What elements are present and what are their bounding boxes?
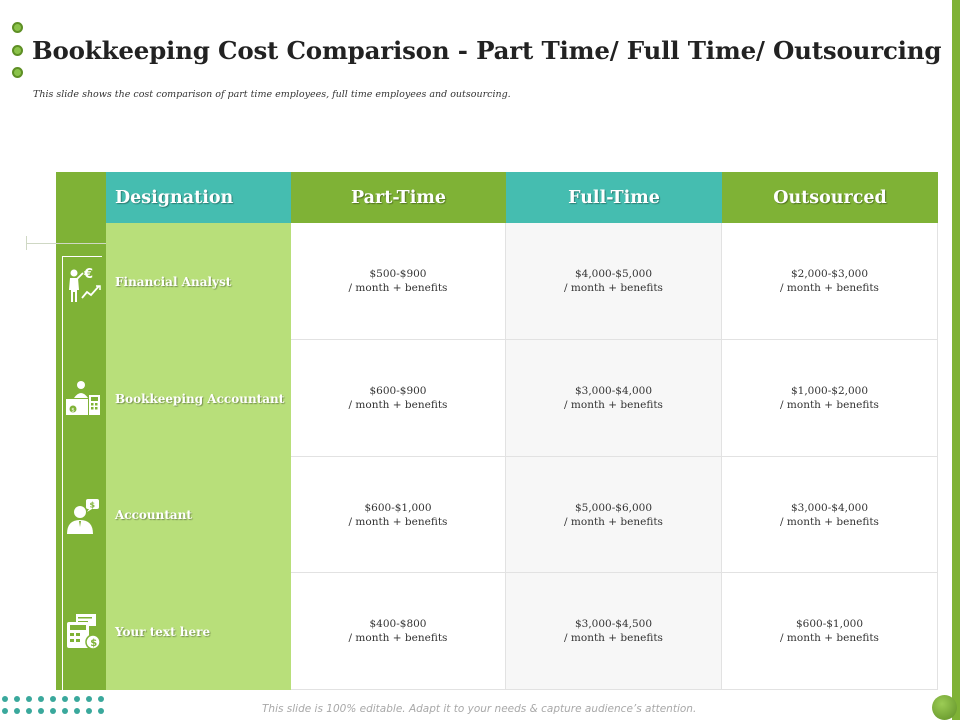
- cost-range: $3,000-$4,500: [574, 618, 653, 630]
- header-designation: Designation: [106, 172, 291, 223]
- grid-dot: [26, 696, 32, 702]
- part-time-cell: $500-$900 / month + benefits: [291, 223, 506, 340]
- grid-dot: [38, 696, 44, 702]
- cost-range: $600-$1,000: [364, 501, 432, 514]
- slide-subtitle: This slide shows the cost comparison of …: [33, 89, 511, 100]
- cost-note: / month + benefits: [564, 632, 663, 644]
- cost-range: $600-$900: [369, 385, 427, 397]
- cost-range: $5,000-$6,000: [574, 501, 653, 514]
- grid-dot: [86, 708, 92, 714]
- icon-column: [56, 172, 106, 690]
- cost-note: / month + benefits: [564, 399, 663, 411]
- outsourced-cell: $3,000-$4,000 / month + benefits: [722, 457, 938, 573]
- decorative-dot: [12, 22, 23, 33]
- part-time-cell: $600-$900 / month + benefits: [291, 340, 506, 457]
- grid-dot: [14, 696, 20, 702]
- grid-dot: [62, 696, 68, 702]
- grid-dot: [62, 708, 68, 714]
- header-outsourced: Outsourced: [722, 172, 938, 223]
- icon-column-frame: [62, 256, 102, 690]
- header-part-time: Part-Time: [291, 172, 506, 223]
- grid-dot: [74, 708, 80, 714]
- full-time-cell: $3,000-$4,500 / month + benefits: [506, 573, 722, 690]
- svg-text:$: $: [71, 408, 75, 414]
- cost-note: / month + benefits: [348, 632, 448, 644]
- outsourced-cell: $600-$1,000 / month + benefits: [722, 573, 938, 690]
- designation-cell: Your text here: [106, 573, 291, 690]
- cost-note: / month + benefits: [780, 632, 879, 644]
- full-time-cell: $5,000-$6,000 / month + benefits: [506, 457, 722, 573]
- grid-dot: [2, 696, 8, 702]
- svg-text:€: €: [83, 267, 93, 282]
- grid-dot: [38, 708, 44, 714]
- cost-note: / month + benefits: [780, 282, 879, 294]
- cost-note: / month + benefits: [348, 282, 448, 294]
- financial-analyst-icon: €: [64, 264, 102, 304]
- grid-dot: [86, 696, 92, 702]
- decorative-dot-grid: [2, 696, 112, 720]
- grid-dot: [2, 708, 8, 714]
- corner-decoration: [932, 695, 957, 720]
- right-accent-bar: [952, 0, 960, 720]
- cost-range: $2,000-$3,000: [790, 268, 869, 280]
- grid-dot: [98, 696, 104, 702]
- grid-dot: [74, 696, 80, 702]
- svg-text:$: $: [90, 501, 96, 510]
- full-time-cell: $4,000-$5,000 / month + benefits: [506, 223, 722, 340]
- footer-note: This slide is 100% editable. Adapt it to…: [262, 703, 697, 715]
- cost-note: / month + benefits: [780, 399, 879, 411]
- header-full-time: Full-Time: [506, 172, 722, 223]
- grid-dot: [26, 708, 32, 714]
- part-time-cell: $400-$800 / month + benefits: [291, 573, 506, 690]
- cost-note: / month + benefits: [348, 399, 448, 411]
- decorative-dot: [12, 67, 23, 78]
- cost-range: $3,000-$4,000: [790, 501, 869, 514]
- cost-note: / month + benefits: [348, 515, 448, 528]
- outsourced-cell: $2,000-$3,000 / month + benefits: [722, 223, 938, 340]
- grid-dot: [98, 708, 104, 714]
- calculator-invoice-icon: $: [64, 612, 102, 652]
- cost-range: $600-$1,000: [795, 618, 863, 630]
- bookkeeper-desk-icon: $: [64, 378, 102, 418]
- cost-range: $4,000-$5,000: [574, 268, 653, 280]
- designation-cell: Financial Analyst: [106, 223, 291, 340]
- grid-dot: [14, 708, 20, 714]
- cost-range: $500-$900: [369, 268, 427, 280]
- cost-note: / month + benefits: [564, 282, 663, 294]
- table-border: [937, 223, 938, 690]
- cost-range: $400-$800: [369, 618, 427, 630]
- outsourced-cell: $1,000-$2,000 / month + benefits: [722, 340, 938, 457]
- grid-dot: [50, 696, 56, 702]
- cost-range: $3,000-$4,000: [574, 385, 653, 397]
- cost-note: / month + benefits: [780, 515, 879, 528]
- accountant-person-dollar-icon: $: [64, 496, 102, 536]
- cost-note: / month + benefits: [564, 515, 663, 528]
- designation-cell: Accountant: [106, 457, 291, 573]
- designation-cell: Bookkeeping Accountant: [106, 340, 291, 457]
- grid-dot: [50, 708, 56, 714]
- cost-range: $1,000-$2,000: [790, 385, 869, 397]
- decorative-dot: [12, 45, 23, 56]
- full-time-cell: $3,000-$4,000 / month + benefits: [506, 340, 722, 457]
- slide-title: Bookkeeping Cost Comparison - Part Time/…: [32, 36, 942, 65]
- svg-text:$: $: [90, 638, 97, 649]
- part-time-cell: $600-$1,000 / month + benefits: [291, 457, 506, 573]
